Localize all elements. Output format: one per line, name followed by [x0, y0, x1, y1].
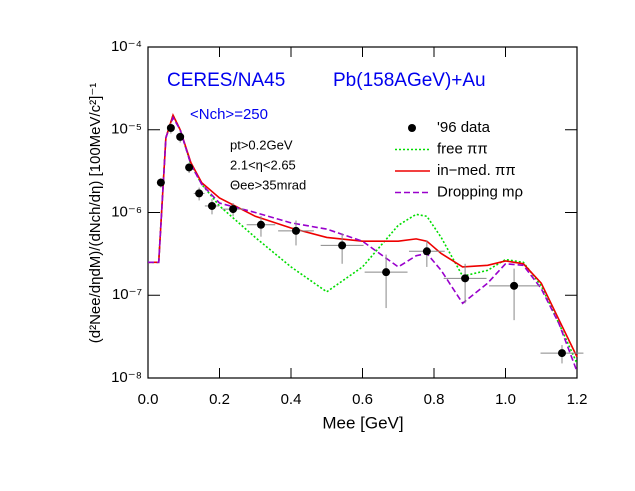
- x-axis-label: Mee [GeV]: [322, 413, 403, 432]
- line-series: [148, 113, 578, 358]
- y-tick-label: 10⁻⁴: [111, 38, 142, 55]
- line-series: [148, 113, 578, 364]
- chart-subtitle: Pb(158AGeV)+Au: [333, 70, 486, 91]
- legend-label: Dropping mρ: [437, 183, 523, 200]
- data-point: [195, 189, 204, 198]
- x-tick-label: 1.2: [567, 391, 588, 408]
- x-tick-label: 0.8: [424, 391, 445, 408]
- data-point: [176, 132, 185, 141]
- annotation: <Nch>=250: [190, 106, 268, 123]
- y-tick-label: 10⁻⁷: [112, 286, 142, 303]
- data-point: [229, 205, 238, 214]
- x-tick-label: 0.6: [352, 391, 373, 408]
- y-tick-label: 10⁻⁶: [111, 203, 142, 220]
- annotation: pt>0.2GeV: [230, 137, 293, 152]
- data-point: [156, 178, 165, 187]
- data-point: [256, 220, 265, 229]
- legend-marker: [408, 124, 416, 132]
- annotation: Θee>35mrad: [230, 177, 306, 192]
- data-point: [207, 201, 216, 210]
- annotation: 2.1<η<2.65: [230, 157, 296, 172]
- data-point: [461, 274, 470, 283]
- y-tick-label: 10⁻⁵: [111, 121, 142, 138]
- data-point: [166, 123, 175, 132]
- data-point: [185, 163, 194, 172]
- x-tick-label: 0.0: [138, 391, 159, 408]
- x-tick-label: 1.0: [495, 391, 516, 408]
- chart-title: CERES/NA45: [167, 70, 285, 91]
- line-series: [148, 115, 578, 372]
- data-point: [422, 247, 431, 256]
- x-tick-label: 0.2: [209, 391, 230, 408]
- legend-label: '96 data: [437, 119, 491, 136]
- legend-label: free ππ: [437, 140, 488, 157]
- data-point: [557, 349, 566, 358]
- y-axis-label: (d²Nee/dηdM)/(dNch/dη) [100MeV/c²]⁻¹: [87, 83, 104, 344]
- x-tick-label: 0.4: [281, 391, 302, 408]
- data-point: [292, 226, 301, 235]
- data-point: [338, 241, 347, 250]
- legend-label: in−med. ππ: [437, 162, 516, 179]
- data-point: [510, 281, 519, 290]
- data-point: [382, 268, 391, 277]
- y-tick-label: 10⁻⁸: [111, 369, 142, 386]
